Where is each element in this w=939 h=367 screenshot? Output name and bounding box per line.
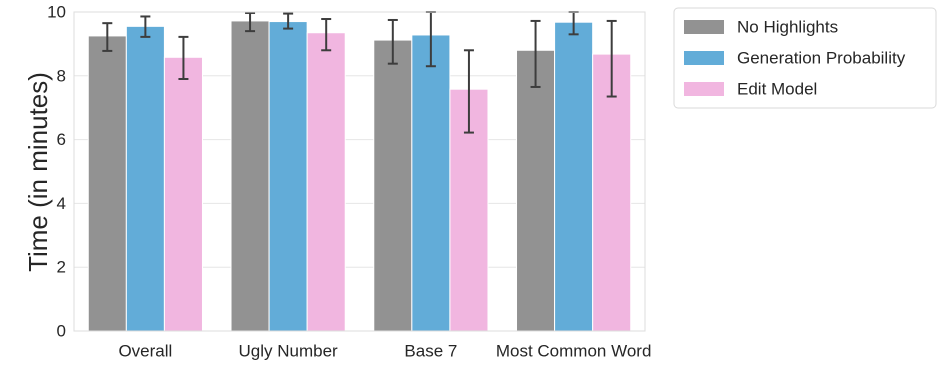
bar-generation-probability (554, 21, 594, 332)
error-bar-edit-model (463, 49, 474, 134)
bar-no-highlights (373, 39, 413, 332)
legend-swatch-edit-model (684, 82, 724, 96)
error-bar-generation-probability (140, 15, 151, 38)
y-tick-label: 2 (57, 258, 66, 277)
x-tick-label: Most Common Word (496, 342, 652, 361)
bar-edit-model (306, 32, 346, 332)
bar-no-highlights (87, 35, 127, 332)
error-bar-edit-model (178, 35, 189, 80)
error-bars (102, 11, 617, 134)
y-tick-label: 4 (57, 194, 66, 213)
error-bar-generation-probability (283, 12, 294, 30)
plot-frame (73, 11, 646, 332)
legend-label: No Highlights (737, 18, 838, 37)
error-bar-no-highlights (530, 19, 541, 88)
y-tick-label: 10 (47, 3, 66, 22)
error-bar-edit-model (321, 18, 332, 52)
error-bar-no-highlights (387, 18, 398, 65)
y-axis-label: Time (in minutes) (23, 72, 53, 272)
legend-label: Edit Model (737, 80, 817, 99)
bar-edit-model (163, 56, 203, 332)
bars (87, 20, 632, 332)
bar-generation-probability (411, 34, 451, 332)
x-tick-label: Base 7 (404, 342, 457, 361)
x-tick-label: Overall (118, 342, 172, 361)
legend-frame (673, 7, 937, 109)
y-tick-label: 6 (57, 130, 66, 149)
error-bar-no-highlights (245, 11, 256, 33)
x-tick-labels: Overall Ugly Number Base 7 Most Common Word (118, 342, 651, 361)
y-tick-labels: 0 2 4 6 8 10 (47, 3, 66, 341)
legend-label: Generation Probability (737, 49, 906, 68)
error-bar-no-highlights (102, 22, 113, 52)
bar-no-highlights (516, 49, 556, 332)
y-tick-label: 8 (57, 66, 66, 85)
y-tick-label: 0 (57, 322, 66, 341)
bar-generation-probability (268, 21, 308, 332)
bar-no-highlights (230, 20, 270, 332)
error-bar-edit-model (606, 19, 617, 98)
legend: No Highlights Generation Probability Edit … (673, 7, 937, 109)
bar-edit-model (592, 53, 632, 332)
legend-swatch-no-highlights (684, 20, 724, 34)
bar-generation-probability (125, 25, 165, 332)
legend-swatch-generation-probability (684, 51, 724, 65)
x-tick-label: Ugly Number (239, 342, 339, 361)
